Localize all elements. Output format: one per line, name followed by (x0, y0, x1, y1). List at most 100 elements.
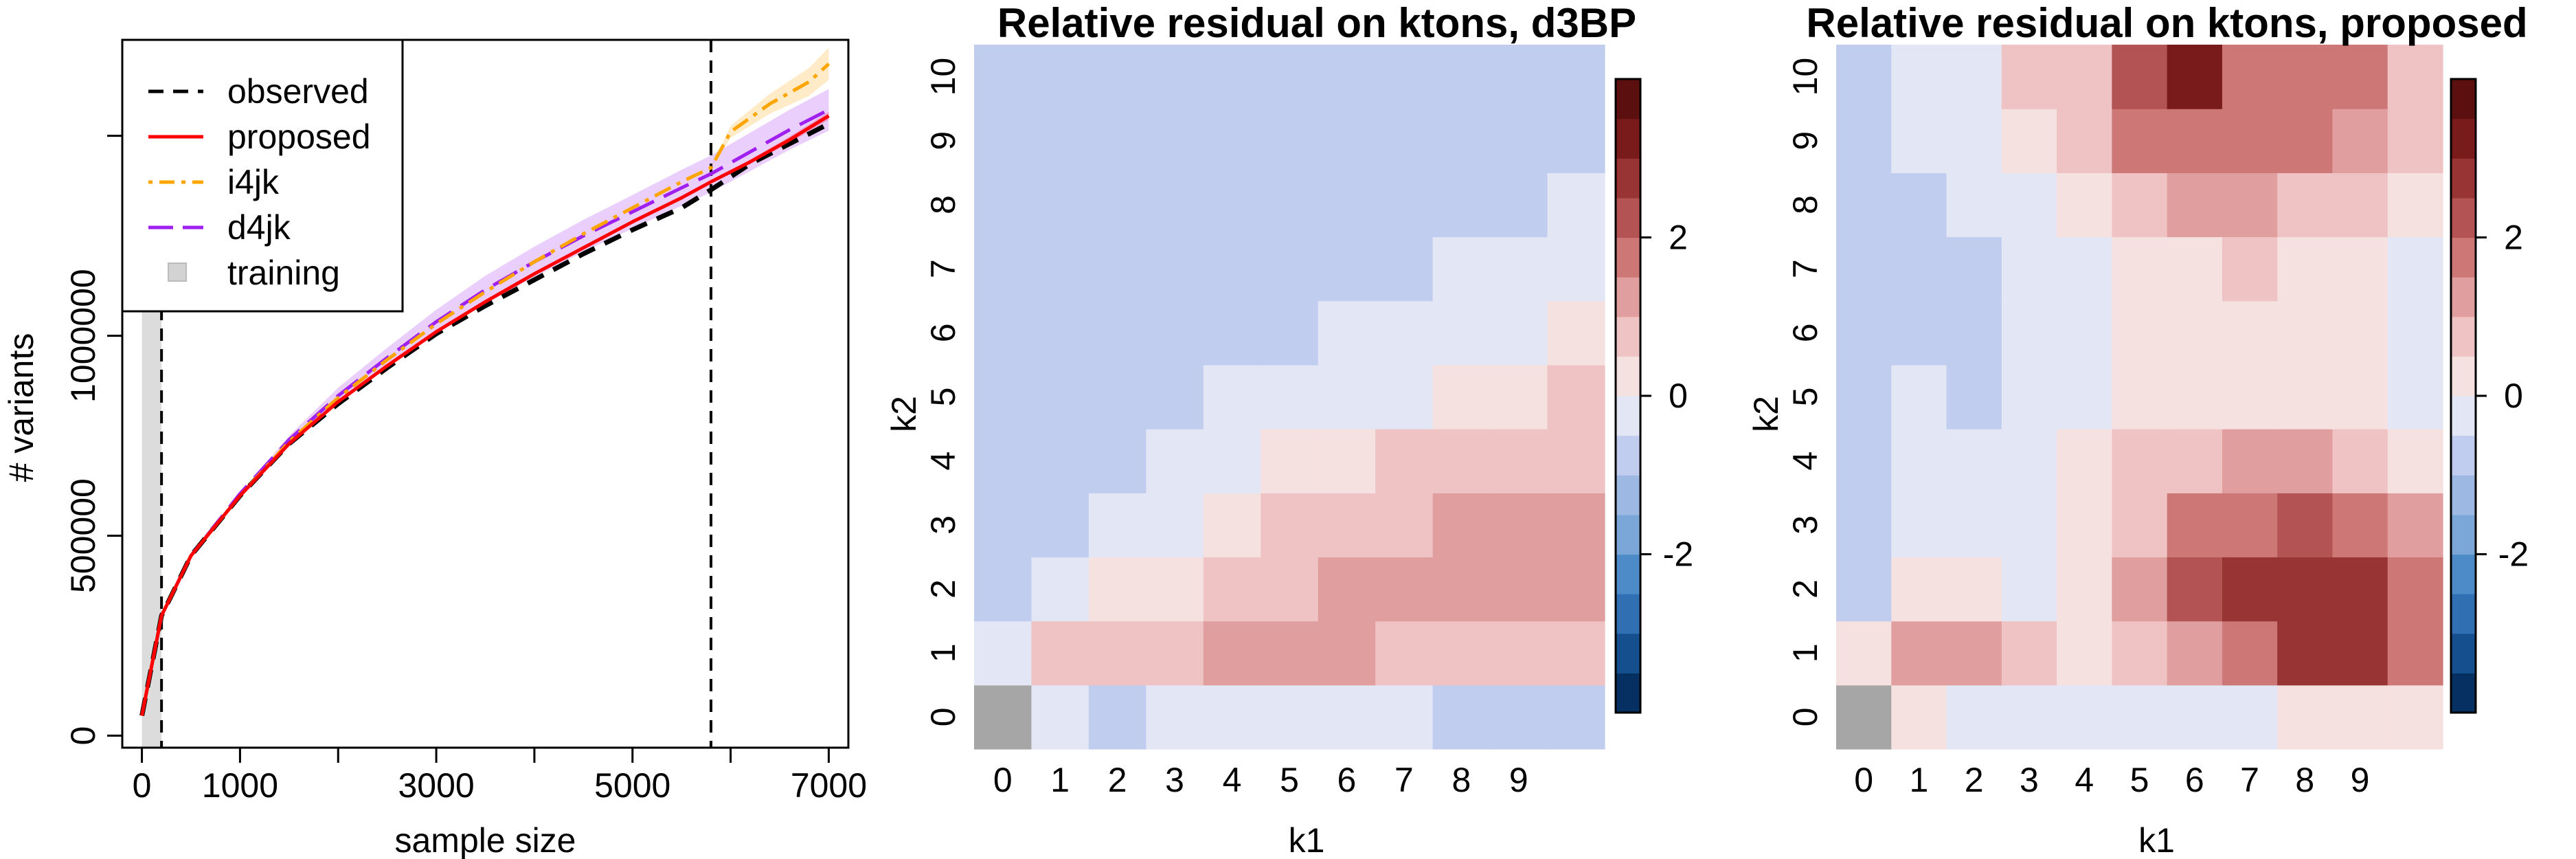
colorbar-bin (1616, 633, 1640, 673)
heat-cell (2001, 300, 2057, 366)
heat-cell (1836, 172, 1892, 238)
heat-cell (2112, 621, 2168, 686)
colorbar-bin (1616, 514, 1640, 555)
colorbar-tick-label: 0 (2504, 377, 2523, 415)
colorbar-bin (2451, 396, 2476, 436)
heat-cell (2112, 429, 2168, 493)
heat-cell (1203, 621, 1261, 686)
heat-cell (2277, 557, 2334, 622)
heat-cell (2112, 557, 2168, 622)
colorbar-bin (2451, 673, 2476, 713)
heat-cell (1547, 364, 1605, 430)
heat-cell (1261, 45, 1319, 109)
heat-cell (1891, 45, 1947, 109)
heat-cell (1836, 300, 1892, 366)
x-tick-label: 9 (2351, 761, 2370, 799)
heat-cell (1031, 557, 1089, 622)
heat-cell (2112, 364, 2168, 430)
heat-cell (1088, 684, 1146, 750)
heat-cell (1261, 109, 1319, 173)
x-tick-label: 6 (1337, 761, 1357, 799)
heat-cell (2387, 172, 2443, 238)
heat-cell (1031, 300, 1089, 366)
heat-cell (2277, 621, 2334, 686)
x-axis-label: k1 (2138, 821, 2175, 859)
heat-cell (1490, 300, 1548, 366)
heat-cell (2387, 684, 2443, 750)
heat-cell (2332, 45, 2388, 109)
colorbar-bin (1616, 554, 1640, 594)
heat-cell (2057, 172, 2112, 238)
colorbar-bin (1616, 79, 1640, 120)
y-tick-label: 9 (924, 131, 962, 150)
heat-cell (1318, 172, 1376, 238)
heat-cell (1946, 684, 2002, 750)
heat-cell (1547, 45, 1605, 109)
heat-cell (1261, 621, 1319, 686)
colorbar-bin (2451, 356, 2476, 397)
heat-cell (2057, 557, 2112, 622)
x-tick-label: 3 (2020, 761, 2039, 799)
heat-cell (1318, 109, 1376, 173)
heat-cell (1031, 429, 1089, 493)
heat-cell (2332, 429, 2388, 493)
heat-cell (974, 684, 1032, 750)
heat-cell (1836, 684, 1892, 750)
heat-cell (1088, 236, 1146, 302)
heat-cell (1203, 172, 1261, 238)
x-tick-label: 2 (1965, 761, 1984, 799)
heat-cell (2001, 45, 2057, 109)
colorbar-bin (1616, 158, 1640, 199)
heat-cell (1203, 364, 1261, 430)
heat-cell (1203, 493, 1261, 558)
heat-cell (1891, 172, 1947, 238)
heat-cell (1432, 557, 1491, 622)
heat-cell (1836, 236, 1892, 302)
y-tick-label: 0 (1786, 708, 1824, 727)
heat-cell (1146, 236, 1204, 302)
heat-cell (1375, 109, 1434, 173)
heat-cell (1203, 557, 1261, 622)
heat-cell (1547, 172, 1605, 238)
legend-label-training: training (227, 254, 340, 292)
heat-cell (2222, 300, 2278, 366)
heat-cell (2332, 109, 2388, 173)
heat-cell (1088, 45, 1146, 109)
heat-cell (1547, 621, 1605, 686)
heat-cell (974, 364, 1032, 430)
heat-cell (2277, 45, 2334, 109)
heat-cell (1318, 45, 1376, 109)
colorbar: -2 0 2 (1614, 78, 1693, 714)
heat-cell (2222, 493, 2278, 558)
heat-cell (1203, 684, 1261, 750)
heat-cell (1146, 172, 1204, 238)
heat-cell (2332, 493, 2388, 558)
colorbar-bin (2451, 237, 2476, 278)
heat-cell (2387, 364, 2443, 430)
colorbar-bin (1616, 197, 1640, 238)
heat-cell (1375, 45, 1434, 109)
heat-cell (2001, 621, 2057, 686)
x-tick-label: 7000 (791, 766, 867, 805)
x-tick-label: 0 (1854, 761, 1873, 799)
y-tick-label: 9 (1786, 131, 1824, 150)
heat-cell (1432, 493, 1491, 558)
heat-cell (2057, 45, 2112, 109)
x-tick-label: 2 (1108, 761, 1127, 799)
heat-cell (1031, 621, 1089, 686)
heat-cell (1375, 429, 1434, 493)
colorbar-bin (2451, 316, 2476, 357)
heat-cell (2167, 300, 2223, 366)
heat-cell (2332, 364, 2388, 430)
x-tick-label: 1 (1910, 761, 1929, 799)
heat-cell (1203, 429, 1261, 493)
heat-cell (1031, 45, 1089, 109)
heat-cell (974, 429, 1032, 493)
heat-cell (1088, 109, 1146, 173)
heat-cell (1891, 300, 1947, 366)
heat-cell (2167, 236, 2223, 302)
heat-cell (1088, 557, 1146, 622)
x-tick-label: 9 (1509, 761, 1528, 799)
heat-cell (1946, 109, 2002, 173)
x-axis-label: k1 (1289, 821, 1325, 859)
